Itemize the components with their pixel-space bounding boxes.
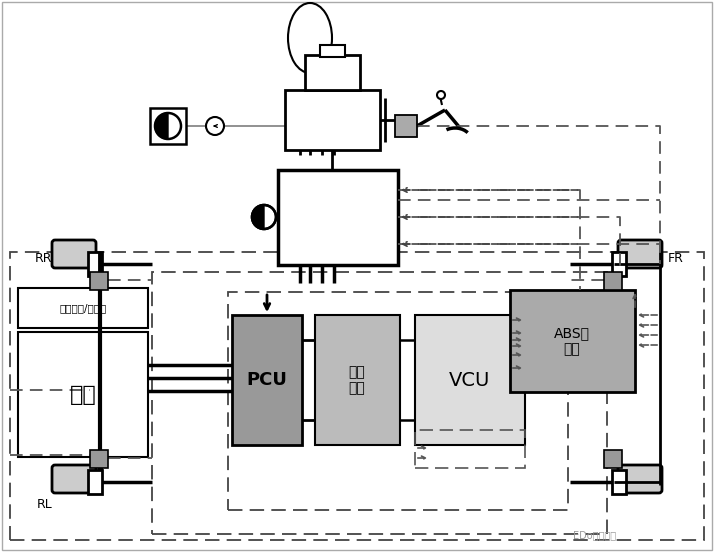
Bar bbox=[320, 45, 345, 57]
Text: RR: RR bbox=[34, 252, 52, 264]
FancyBboxPatch shape bbox=[618, 240, 662, 268]
Bar bbox=[18, 288, 148, 328]
Bar bbox=[285, 90, 380, 150]
Wedge shape bbox=[155, 113, 168, 139]
Bar bbox=[228, 292, 568, 510]
Bar bbox=[604, 272, 622, 290]
Bar bbox=[10, 252, 704, 540]
Text: ABS控
制器: ABS控 制器 bbox=[554, 326, 590, 356]
Bar bbox=[510, 290, 635, 392]
Text: PCU: PCU bbox=[246, 371, 288, 389]
Text: RL: RL bbox=[36, 498, 52, 512]
Bar bbox=[232, 315, 302, 445]
Bar bbox=[395, 115, 417, 137]
Text: EDo电驱未来: EDo电驱未来 bbox=[573, 530, 617, 540]
Bar bbox=[88, 470, 102, 494]
Circle shape bbox=[437, 91, 445, 99]
Bar bbox=[415, 315, 525, 445]
Bar bbox=[612, 470, 626, 494]
Bar bbox=[90, 450, 108, 468]
Bar bbox=[88, 252, 102, 276]
FancyBboxPatch shape bbox=[618, 465, 662, 493]
Bar bbox=[18, 332, 148, 457]
Circle shape bbox=[206, 117, 224, 135]
Bar bbox=[150, 108, 186, 144]
Wedge shape bbox=[252, 205, 264, 229]
Text: 主减速器/差速器: 主减速器/差速器 bbox=[59, 303, 106, 313]
Bar bbox=[305, 55, 360, 90]
FancyBboxPatch shape bbox=[52, 240, 96, 268]
Bar bbox=[315, 315, 400, 445]
Bar bbox=[415, 430, 525, 468]
Bar bbox=[90, 272, 108, 290]
Bar bbox=[152, 272, 607, 534]
Circle shape bbox=[252, 205, 276, 229]
Bar bbox=[612, 252, 626, 276]
Text: VCU: VCU bbox=[449, 370, 491, 390]
Bar bbox=[278, 170, 398, 265]
Bar bbox=[604, 450, 622, 468]
Text: 电机: 电机 bbox=[70, 385, 96, 405]
Text: 动力
电池: 动力 电池 bbox=[348, 365, 366, 395]
Ellipse shape bbox=[288, 3, 332, 73]
Text: FR: FR bbox=[668, 252, 684, 264]
FancyBboxPatch shape bbox=[52, 465, 96, 493]
